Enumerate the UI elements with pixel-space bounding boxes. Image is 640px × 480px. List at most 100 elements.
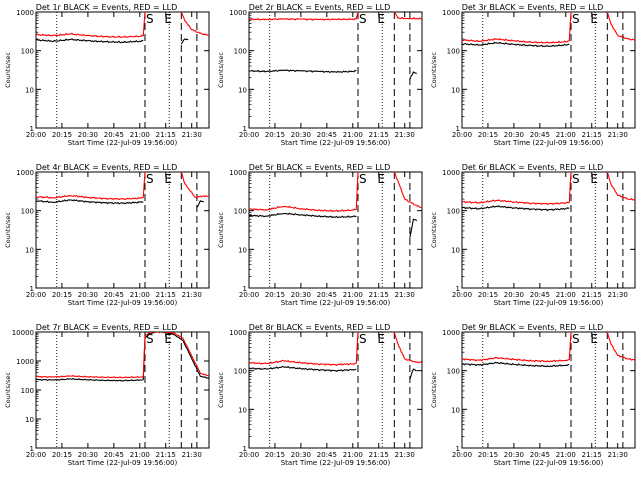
y-axis-label: Counts/sec (4, 212, 12, 248)
series-group (462, 12, 635, 48)
chart-title: Det 5r BLACK = Events, RED = LLD (249, 163, 391, 172)
x-tick-label: 20:30 (291, 131, 311, 139)
x-tick-label: 21:00 (343, 291, 363, 299)
y-axis-label: Counts/sec (4, 52, 12, 88)
events-series-line (409, 368, 417, 380)
chart-title: Det 1r BLACK = Events, RED = LLD (36, 3, 178, 12)
y-tick-label: 100 (447, 368, 460, 376)
y-tick-label: 100 (21, 387, 34, 395)
x-tick-label: 21:15 (156, 451, 176, 459)
end-marker: E (164, 12, 172, 26)
x-tick-label: 20:15 (478, 451, 498, 459)
plot-frame (461, 331, 636, 449)
series-group (462, 172, 635, 212)
x-tick-label: 20:45 (317, 451, 337, 459)
lld-series-line (393, 12, 422, 20)
y-tick-label: 1 (243, 125, 247, 133)
x-tick-label: 20:00 (26, 291, 46, 299)
x-tick-label: 20:00 (26, 131, 46, 139)
x-axis-label: Start Time (22-Jul-09 19:56:00) (494, 459, 604, 467)
events-series-line (142, 332, 209, 380)
y-tick-label: 1 (30, 285, 34, 293)
x-tick-label: 20:30 (291, 451, 311, 459)
x-tick-label: 21:15 (156, 131, 176, 139)
y-tick-label: 1000 (16, 169, 34, 177)
x-axis-label: Start Time (22-Jul-09 19:56:00) (281, 299, 391, 307)
events-series-line (180, 38, 189, 45)
chart-title: Det 3r BLACK = Events, RED = LLD (462, 3, 604, 12)
detector-chart-6: Det 6r BLACK = Events, RED = LLD 1 10 100 10… (430, 163, 636, 307)
x-tick-label: 21:30 (395, 451, 415, 459)
end-marker: E (377, 172, 385, 186)
x-tick-label: 21:00 (130, 291, 150, 299)
chart-title: Det 4r BLACK = Events, RED = LLD (36, 163, 178, 172)
lld-series-line (180, 12, 209, 36)
x-tick-label: 21:15 (369, 291, 389, 299)
x-tick-label: 20:45 (530, 131, 550, 139)
x-tick-label: 21:15 (582, 291, 602, 299)
plot-frame (248, 11, 423, 129)
series-group (249, 332, 422, 380)
y-tick-label: 10 (451, 246, 460, 254)
x-tick-label: 20:30 (504, 131, 524, 139)
y-tick-label: 100 (447, 48, 460, 56)
events-series-line (36, 199, 144, 205)
plot-frame (248, 331, 423, 449)
x-tick-label: 21:00 (343, 451, 363, 459)
detector-chart-1: Det 1r BLACK = Events, RED = LLD 1 10 100 10… (4, 3, 210, 147)
lld-series-line (606, 12, 635, 41)
detector-chart-9: Det 9r BLACK = Events, RED = LLD 1 10 100 10… (430, 323, 636, 467)
y-tick-label: 1000 (229, 329, 247, 337)
x-axis-label: Start Time (22-Jul-09 19:56:00) (281, 459, 391, 467)
events-series-line (36, 377, 144, 382)
x-tick-label: 20:45 (317, 291, 337, 299)
x-tick-label: 20:00 (452, 131, 472, 139)
x-tick-label: 20:45 (317, 131, 337, 139)
events-series-line (196, 200, 204, 208)
x-axis-label: Start Time (22-Jul-09 19:56:00) (494, 299, 604, 307)
y-axis-label: Counts/sec (4, 372, 12, 408)
lld-series-line (180, 172, 209, 199)
events-series-line (462, 205, 570, 212)
series-group (36, 12, 209, 45)
events-series-line (409, 218, 418, 238)
events-series-line (462, 361, 570, 368)
start-marker: S (146, 12, 154, 26)
x-tick-label: 20:15 (478, 291, 498, 299)
y-tick-label: 100 (21, 48, 34, 56)
end-marker: E (590, 332, 598, 346)
plot-frame (461, 11, 636, 129)
events-series-line (249, 69, 357, 74)
events-series-line (462, 41, 570, 48)
start-marker: S (146, 172, 154, 186)
chart-title: Det 7r BLACK = Events, RED = LLD (36, 323, 178, 332)
x-tick-label: 21:15 (369, 451, 389, 459)
y-tick-label: 10 (25, 86, 34, 94)
x-tick-label: 21:15 (582, 451, 602, 459)
x-axis-label: Start Time (22-Jul-09 19:56:00) (68, 459, 178, 467)
x-tick-label: 21:30 (608, 131, 628, 139)
y-tick-label: 100 (234, 208, 247, 216)
x-tick-label: 20:15 (52, 451, 72, 459)
x-tick-label: 20:00 (239, 451, 259, 459)
start-marker: S (572, 332, 580, 346)
y-tick-label: 1 (456, 125, 460, 133)
chart-title: Det 2r BLACK = Events, RED = LLD (249, 3, 391, 12)
start-marker: S (359, 12, 367, 26)
y-tick-label: 1000 (229, 169, 247, 177)
events-series-line (409, 71, 417, 80)
detector-chart-5: Det 5r BLACK = Events, RED = LLD 1 10 100 10… (217, 163, 423, 307)
y-tick-label: 1000 (16, 358, 34, 366)
y-tick-label: 1000 (442, 9, 460, 17)
y-tick-label: 1000 (442, 169, 460, 177)
y-tick-label: 10 (25, 246, 34, 254)
plot-frame (35, 331, 210, 449)
x-tick-label: 20:15 (478, 131, 498, 139)
plot-frame (461, 171, 636, 289)
lld-series-line (393, 332, 422, 364)
end-marker: E (164, 332, 172, 346)
x-tick-label: 21:30 (608, 451, 628, 459)
y-tick-label: 100 (21, 208, 34, 216)
x-tick-label: 21:00 (130, 451, 150, 459)
x-tick-label: 20:30 (291, 291, 311, 299)
